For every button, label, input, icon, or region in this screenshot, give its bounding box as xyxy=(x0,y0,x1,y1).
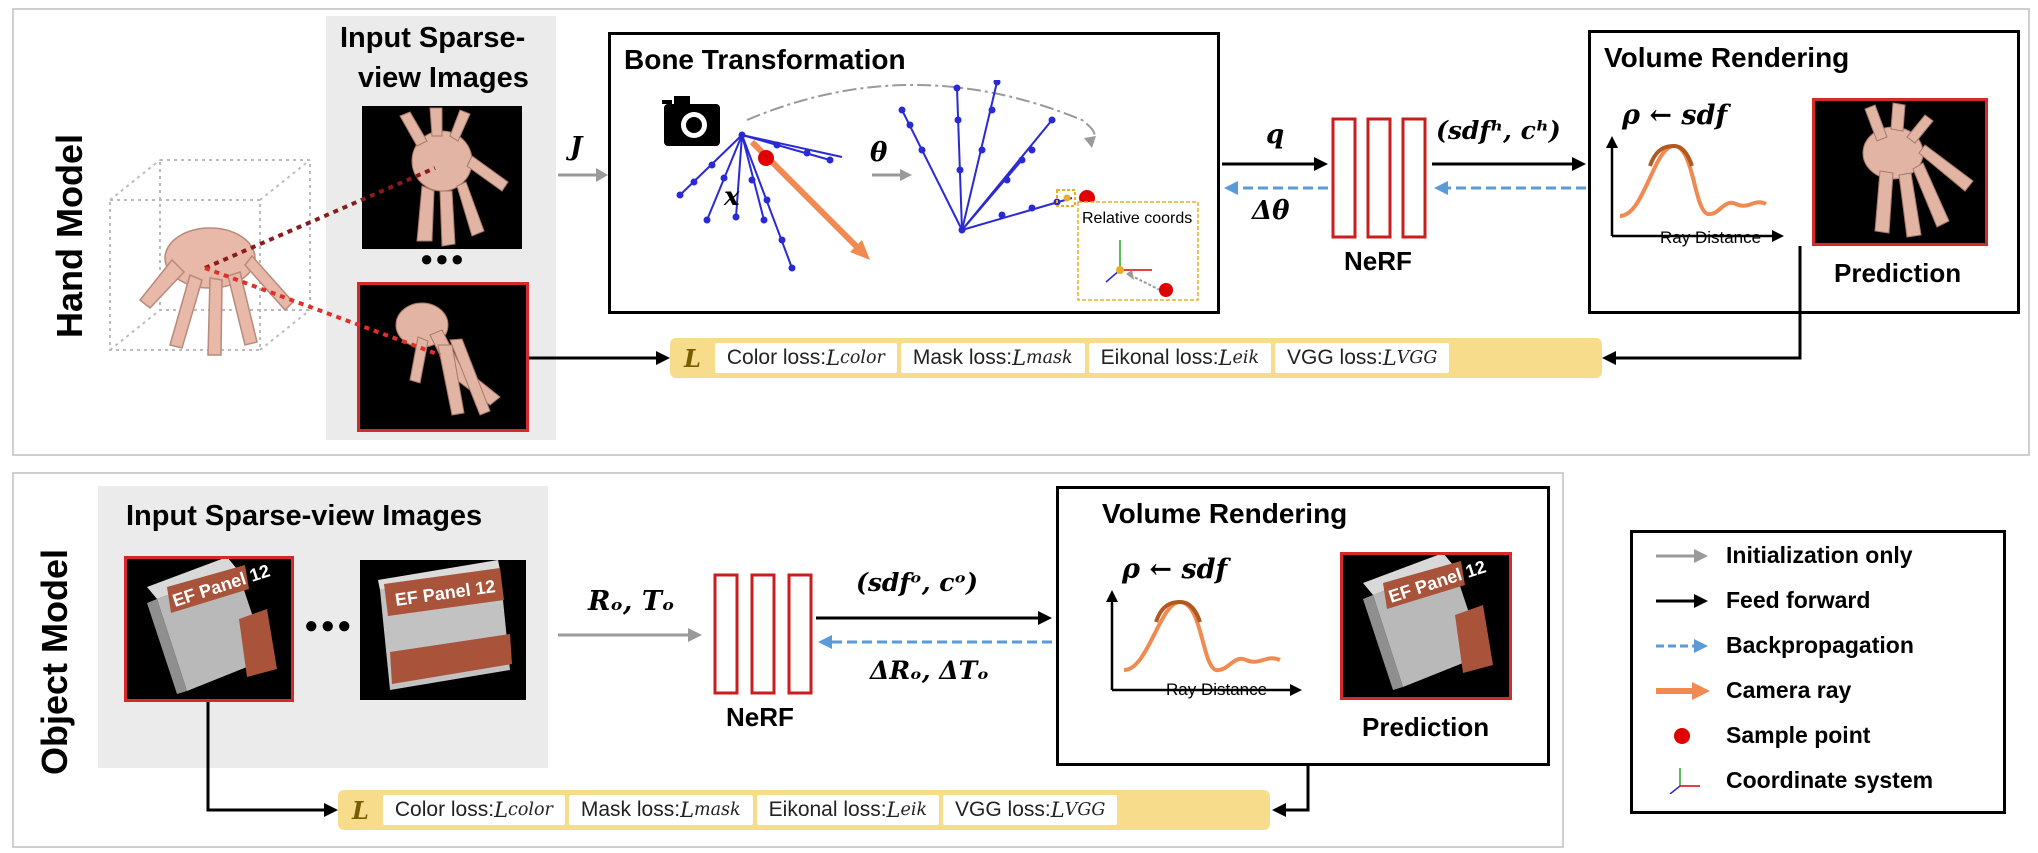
theta-label: θ xyxy=(870,138,888,168)
object-input-title: Input Sparse-view Images xyxy=(126,500,483,532)
orange-arrow-icon xyxy=(1656,681,1710,700)
object-input-image-2: EF Panel 12 xyxy=(360,560,526,700)
hand-ray-distance: Ray Distance xyxy=(1660,228,1762,247)
bone-transformation-diagram xyxy=(662,80,1199,301)
hand-model-label: Hand Model xyxy=(49,134,90,338)
loss-symbol: L xyxy=(352,795,369,825)
hand-nerf-label: NeRF xyxy=(1344,246,1412,276)
legend-coordinate-system: Coordinate system xyxy=(1652,767,1933,794)
hand-input-ellipsis: ●●● xyxy=(420,246,466,271)
red-dot-icon xyxy=(1674,727,1690,744)
hand-sdf-arrows xyxy=(1432,157,1586,195)
hand-photo-icon xyxy=(1862,102,1974,238)
legend-box xyxy=(1630,530,2006,814)
legend-feed-forward: Feed forward xyxy=(1652,587,1870,614)
box-photo-icon: EF Panel 12 xyxy=(1363,555,1493,690)
camera-icon xyxy=(662,96,720,146)
delta-theta-label: Δθ xyxy=(1252,196,1290,226)
legend-backpropagation: Backpropagation xyxy=(1652,632,1914,659)
hand-prediction-label: Prediction xyxy=(1834,258,1962,288)
q-label: q xyxy=(1266,120,1285,150)
hand-rho-label: ρ ← sdf xyxy=(1622,100,1728,131)
legend-initialization: Initialization only xyxy=(1652,542,1913,569)
gray-arrow-icon xyxy=(1656,548,1708,563)
black-arrow-icon xyxy=(1656,593,1708,608)
hand-vr-title: Volume Rendering xyxy=(1604,42,1850,73)
j-arrow xyxy=(558,168,608,182)
dashed-blue-arrow-icon xyxy=(1656,638,1708,653)
object-nerf-icon xyxy=(713,573,813,695)
bone-transformation-box xyxy=(608,32,1220,314)
object-nerf-label: NeRF xyxy=(726,702,794,732)
j-label: J xyxy=(570,132,583,162)
bone-transformation-title: Bone Transformation xyxy=(624,44,906,75)
hand-input-title-line1: Input Sparse- xyxy=(340,22,526,54)
object-prediction-label: Prediction xyxy=(1362,712,1490,742)
object-model-label: Object Model xyxy=(34,548,75,776)
x-label: x xyxy=(724,182,740,212)
hand-prediction-image xyxy=(1812,98,1988,246)
box-photo-icon: EF Panel 12 xyxy=(147,559,277,694)
loss-symbol: L xyxy=(684,343,701,373)
object-input-ellipsis: ●●● xyxy=(304,612,354,639)
object-rho-label: ρ ← sdf xyxy=(1122,554,1228,585)
hand-input-image-2 xyxy=(357,282,529,432)
hand-sdf-label: (sdfʰ, cʰ) xyxy=(1436,116,1561,145)
object-sdf-label: (sdfᵒ, cᵒ) xyxy=(856,568,978,597)
relative-coords-label: Relative coords xyxy=(1082,210,1193,227)
hand-input-title-line2: view Images xyxy=(358,62,529,94)
axes-icon xyxy=(1669,767,1700,794)
object-input-image-1: EF Panel 12 xyxy=(124,556,294,702)
object-ray-distance: Ray Distance xyxy=(1166,680,1268,699)
hand-photo-icon xyxy=(395,302,501,416)
legend-camera-ray: Camera ray xyxy=(1652,677,1851,704)
box-photo-icon: EF Panel 12 xyxy=(378,560,512,690)
vgg-loss: VGG loss: L VGG xyxy=(1275,343,1450,373)
q-arrows xyxy=(1222,157,1328,195)
object-density-plot xyxy=(1106,590,1302,696)
object-delta-label: ΔRₒ, ΔTₒ xyxy=(870,656,989,685)
hand-nerf-icon xyxy=(1331,117,1427,239)
legend-sample-point: Sample point xyxy=(1652,722,1870,749)
hand-density-plot xyxy=(1606,136,1784,242)
vgg-loss: VGG loss: L VGG xyxy=(943,795,1118,825)
rt-arrow xyxy=(558,628,702,642)
object-sdf-arrows xyxy=(816,611,1052,649)
hand-photo-icon xyxy=(399,107,509,247)
rt-label: Rₒ, Tₒ xyxy=(588,586,675,617)
hand-3d-illustration xyxy=(109,159,311,356)
object-prediction-image: EF Panel 12 xyxy=(1340,552,1512,700)
hand-input-image-1 xyxy=(362,106,522,249)
object-vr-title: Volume Rendering xyxy=(1102,498,1348,529)
